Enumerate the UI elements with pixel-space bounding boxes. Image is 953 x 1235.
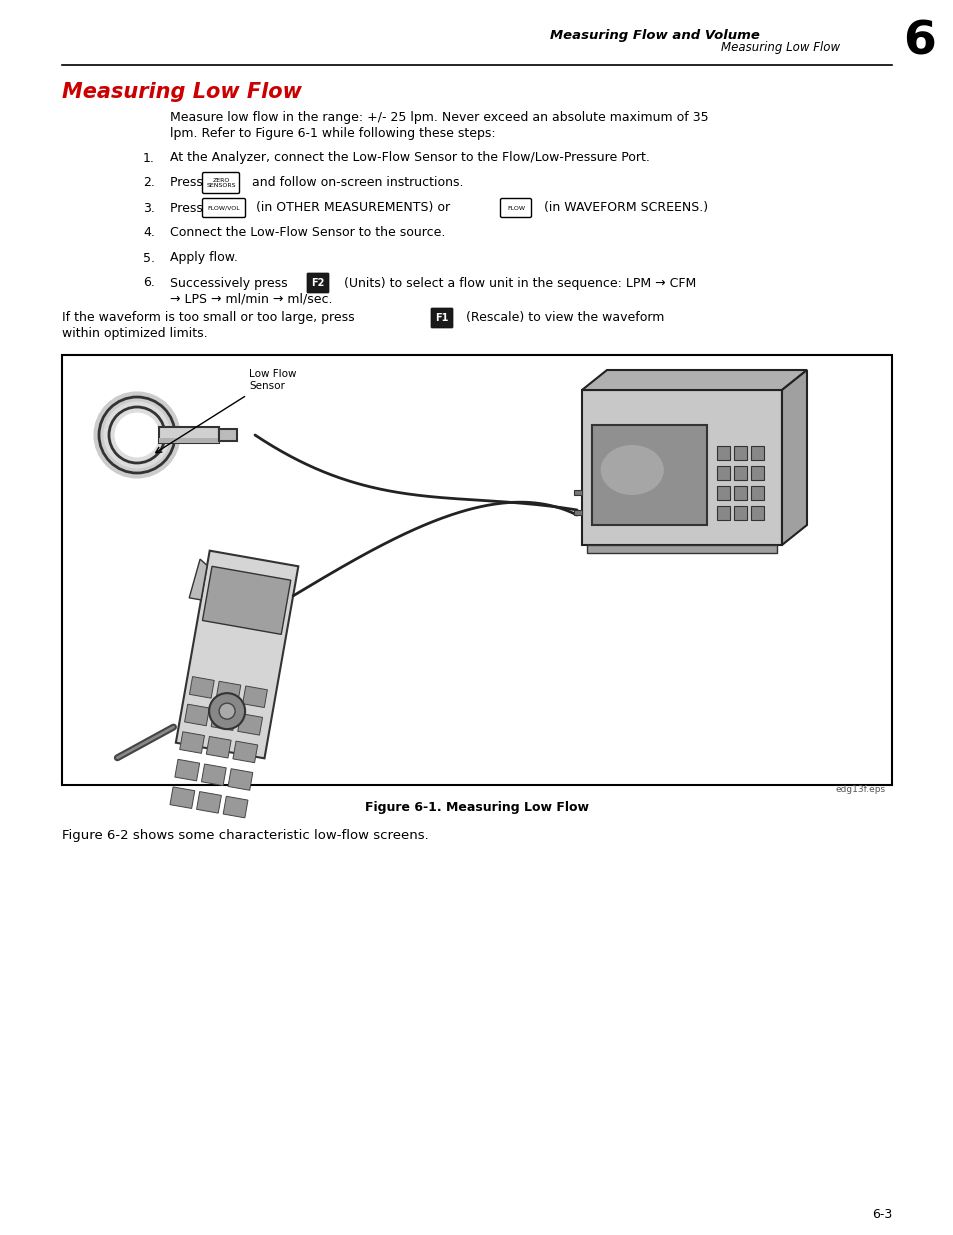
Text: edg13f.eps: edg13f.eps xyxy=(835,785,885,794)
Text: 2.: 2. xyxy=(143,177,154,189)
Text: FLOW: FLOW xyxy=(506,205,524,210)
Bar xyxy=(750,487,763,500)
Bar xyxy=(586,545,776,553)
FancyBboxPatch shape xyxy=(202,199,245,217)
Bar xyxy=(159,438,219,443)
Bar xyxy=(574,490,581,495)
Bar xyxy=(717,487,729,500)
Text: 5.: 5. xyxy=(143,252,154,264)
Bar xyxy=(574,510,581,515)
Text: (in WAVEFORM SCREENS.): (in WAVEFORM SCREENS.) xyxy=(539,201,707,215)
Text: Measure low flow in the range: +/- 25 lpm. Never exceed an absolute maximum of 3: Measure low flow in the range: +/- 25 lp… xyxy=(170,111,708,125)
Circle shape xyxy=(209,693,245,729)
Text: Measuring Low Flow: Measuring Low Flow xyxy=(720,41,840,53)
Polygon shape xyxy=(228,768,253,790)
Text: Press: Press xyxy=(170,177,207,189)
Bar xyxy=(733,466,746,480)
Bar xyxy=(592,425,706,525)
Text: F1: F1 xyxy=(435,312,448,324)
Text: Press: Press xyxy=(170,201,207,215)
Text: Apply flow.: Apply flow. xyxy=(170,252,237,264)
Text: lpm. Refer to Figure 6-1 while following these steps:: lpm. Refer to Figure 6-1 while following… xyxy=(170,126,496,140)
Polygon shape xyxy=(223,797,248,818)
Text: (Units) to select a flow unit in the sequence: LPM → CFM: (Units) to select a flow unit in the seq… xyxy=(339,277,696,289)
Bar xyxy=(62,354,891,785)
Polygon shape xyxy=(237,714,262,735)
Polygon shape xyxy=(202,567,291,635)
FancyBboxPatch shape xyxy=(202,173,239,194)
Polygon shape xyxy=(581,370,806,390)
Ellipse shape xyxy=(600,445,663,495)
Polygon shape xyxy=(206,736,231,758)
Polygon shape xyxy=(179,732,204,753)
Bar xyxy=(750,466,763,480)
Circle shape xyxy=(219,703,234,719)
Polygon shape xyxy=(215,682,240,703)
Text: → LPS → ml/min → ml/sec.: → LPS → ml/min → ml/sec. xyxy=(170,293,333,305)
Bar xyxy=(219,429,236,441)
Text: FLOW/VOL: FLOW/VOL xyxy=(208,205,240,210)
Bar xyxy=(159,427,219,443)
Text: 6: 6 xyxy=(902,20,936,64)
Text: F2: F2 xyxy=(311,278,324,288)
Text: within optimized limits.: within optimized limits. xyxy=(62,327,208,341)
Polygon shape xyxy=(211,709,235,730)
Polygon shape xyxy=(201,764,226,785)
Text: and follow on-screen instructions.: and follow on-screen instructions. xyxy=(248,177,463,189)
Bar xyxy=(717,446,729,459)
FancyBboxPatch shape xyxy=(500,199,531,217)
Text: (Rescale) to view the waveform: (Rescale) to view the waveform xyxy=(461,311,663,325)
Text: Successively press: Successively press xyxy=(170,277,292,289)
Bar xyxy=(750,506,763,520)
Text: ZERO
SENSORS: ZERO SENSORS xyxy=(206,178,235,188)
Bar xyxy=(733,446,746,459)
Polygon shape xyxy=(242,685,267,708)
Text: At the Analyzer, connect the Low-Flow Sensor to the Flow/Low-Pressure Port.: At the Analyzer, connect the Low-Flow Se… xyxy=(170,152,649,164)
Polygon shape xyxy=(175,551,298,758)
Text: 1.: 1. xyxy=(143,152,154,164)
Text: Figure 6-1. Measuring Low Flow: Figure 6-1. Measuring Low Flow xyxy=(365,802,588,815)
Polygon shape xyxy=(189,559,207,600)
Bar xyxy=(733,506,746,520)
Text: Measuring Low Flow: Measuring Low Flow xyxy=(62,82,301,103)
Text: (in OTHER MEASUREMENTS) or: (in OTHER MEASUREMENTS) or xyxy=(252,201,454,215)
Bar xyxy=(733,487,746,500)
FancyBboxPatch shape xyxy=(307,273,329,293)
Text: Figure 6-2 shows some characteristic low-flow screens.: Figure 6-2 shows some characteristic low… xyxy=(62,829,428,841)
Text: Measuring Flow and Volume: Measuring Flow and Volume xyxy=(550,28,760,42)
Polygon shape xyxy=(233,741,257,763)
Bar xyxy=(717,466,729,480)
Bar xyxy=(750,446,763,459)
Bar xyxy=(581,390,781,545)
Text: If the waveform is too small or too large, press: If the waveform is too small or too larg… xyxy=(62,311,358,325)
Text: 6.: 6. xyxy=(143,277,154,289)
Text: Connect the Low-Flow Sensor to the source.: Connect the Low-Flow Sensor to the sourc… xyxy=(170,226,445,240)
Polygon shape xyxy=(781,370,806,545)
Polygon shape xyxy=(174,760,199,781)
Bar xyxy=(717,506,729,520)
Polygon shape xyxy=(184,704,209,726)
Polygon shape xyxy=(170,787,194,809)
Text: 6-3: 6-3 xyxy=(871,1209,891,1221)
FancyBboxPatch shape xyxy=(431,308,453,329)
Text: 4.: 4. xyxy=(143,226,154,240)
Text: Low Flow
Sensor: Low Flow Sensor xyxy=(249,369,296,391)
Polygon shape xyxy=(196,792,221,813)
Polygon shape xyxy=(190,677,214,698)
Text: 3.: 3. xyxy=(143,201,154,215)
